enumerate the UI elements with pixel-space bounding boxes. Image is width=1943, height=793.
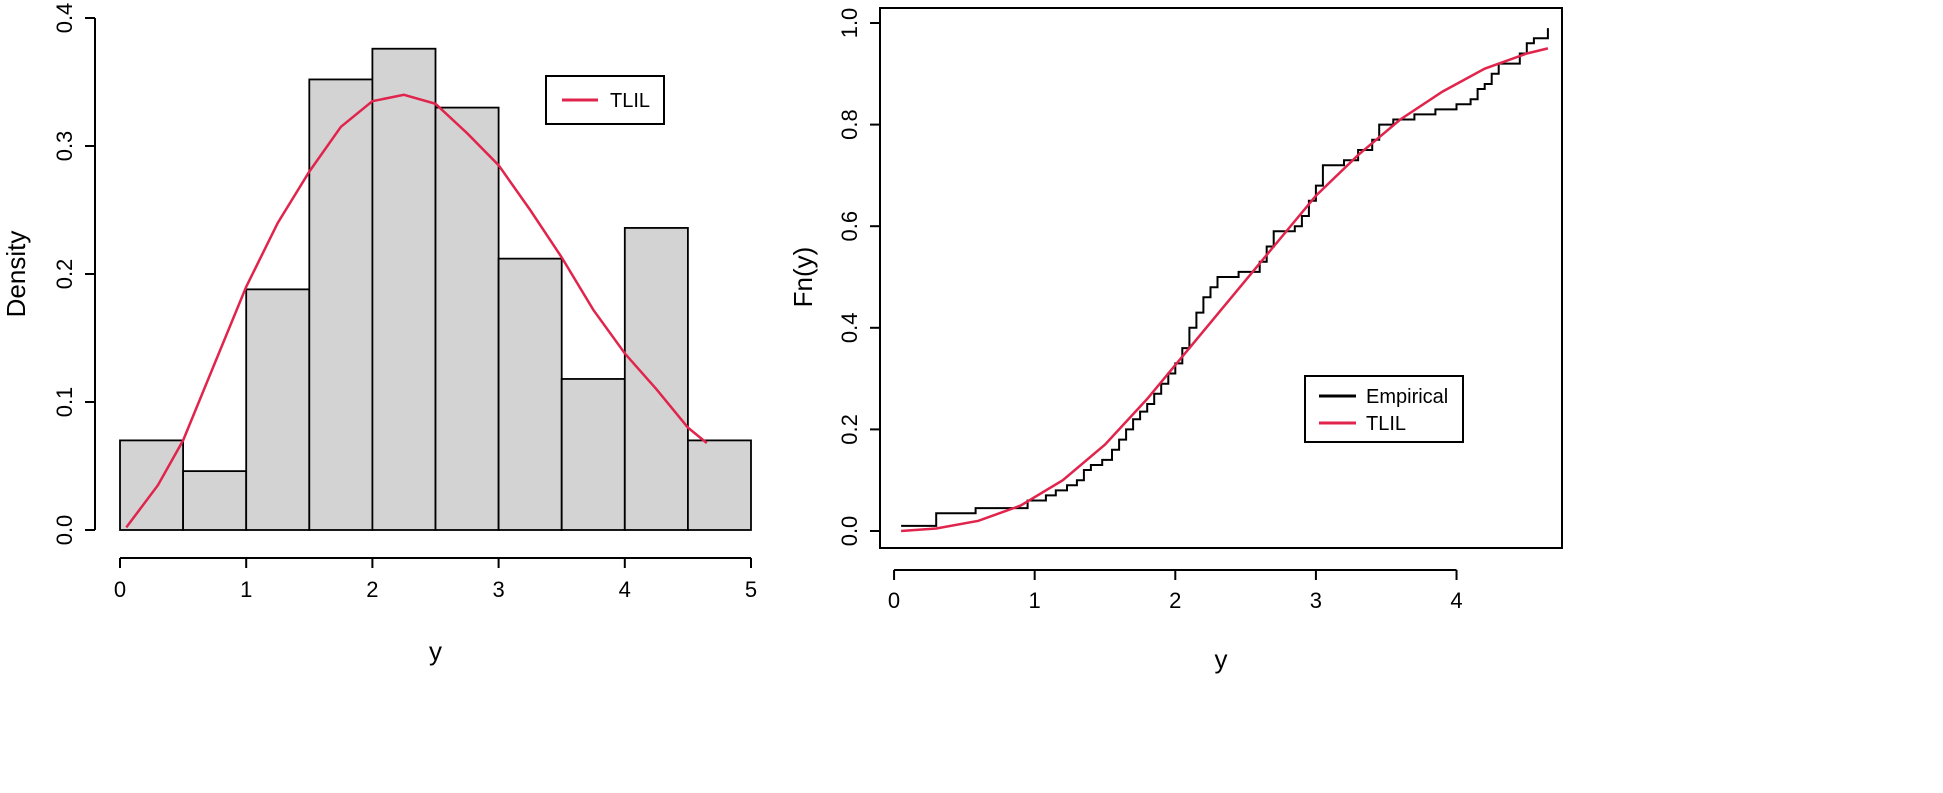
histogram-bar <box>623 227 689 531</box>
legend-box <box>1304 375 1464 443</box>
cdf-panel: 0 1 2 3 4 0.0 0.2 0.4 0.6 0.8 1.0 y Fn(y) Empiric… <box>788 7 1563 674</box>
x-tick-label: 2 <box>366 577 378 602</box>
y-tick-label: 0.0 <box>837 516 862 547</box>
x-axis: 0 1 2 3 4 <box>888 569 1463 613</box>
x-axis-title: y <box>429 636 442 666</box>
x-tick-label: 5 <box>745 577 757 602</box>
y-axis-title: Density <box>1 231 31 318</box>
histogram-bar <box>560 378 626 531</box>
legend: TLIL <box>545 75 665 125</box>
histogram-bar <box>497 257 563 531</box>
legend-label-tlil: TLIL <box>610 90 650 112</box>
y-tick-label: 0.0 <box>52 515 77 546</box>
tlil-density-curve <box>125 93 708 529</box>
x-tick-label: 1 <box>1029 588 1041 613</box>
histogram-bar <box>245 288 311 531</box>
legend-label-tlil: TLIL <box>1366 413 1406 435</box>
y-axis: 0.0 0.1 0.2 0.3 0.4 <box>52 3 96 546</box>
histogram-bar <box>182 470 248 531</box>
y-tick-label: 0.4 <box>52 3 77 34</box>
legend-label-empirical: Empirical <box>1366 386 1448 408</box>
empirical-cdf-step-line <box>901 28 1549 527</box>
y-tick-label: 1.0 <box>837 8 862 39</box>
y-tick-label: 0.2 <box>837 414 862 445</box>
legend: Empirical TLIL <box>1304 375 1464 443</box>
y-tick-label: 0.1 <box>52 387 77 418</box>
y-axis: 0.0 0.2 0.4 0.6 0.8 1.0 <box>837 8 881 547</box>
x-tick-label: 0 <box>888 588 900 613</box>
x-axis-title: y <box>1215 644 1228 674</box>
y-tick-label: 0.3 <box>52 131 77 162</box>
x-axis: 0 1 2 3 4 5 <box>114 557 757 602</box>
histogram-panel: 0 1 2 3 4 5 0.0 0.1 0.2 0.3 0.4 y Density TLIL <box>1 3 757 666</box>
histogram-bar <box>434 106 500 531</box>
histogram-bar <box>308 78 374 531</box>
x-tick-label: 3 <box>1310 588 1322 613</box>
x-tick-label: 2 <box>1169 588 1181 613</box>
x-tick-label: 4 <box>1450 588 1462 613</box>
histogram-bar <box>371 47 437 531</box>
y-tick-label: 0.6 <box>837 211 862 242</box>
y-axis-title: Fn(y) <box>788 247 818 308</box>
histogram-bars <box>119 47 752 531</box>
histogram-bar <box>687 439 752 531</box>
x-tick-label: 0 <box>114 577 126 602</box>
tlil-cdf-curve <box>901 47 1549 533</box>
y-tick-label: 0.8 <box>837 109 862 140</box>
legend-box <box>545 75 665 125</box>
x-tick-label: 4 <box>619 577 631 602</box>
x-tick-label: 3 <box>492 577 504 602</box>
x-tick-label: 1 <box>240 577 252 602</box>
y-tick-label: 0.2 <box>52 259 77 290</box>
histogram-bar <box>119 439 184 531</box>
y-tick-label: 0.4 <box>837 313 862 344</box>
